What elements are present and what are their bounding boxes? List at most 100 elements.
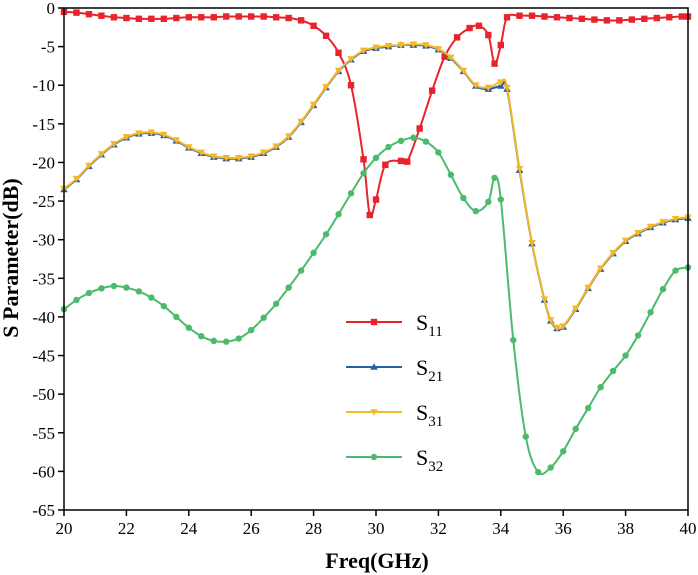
data-point [678,13,685,20]
data-point [234,155,243,162]
data-point [98,12,105,19]
data-point [173,14,180,22]
data-point [297,17,305,24]
x-tick-label: 32 [430,519,447,538]
legend-label: S32 [416,445,443,475]
data-point [659,219,667,226]
data-point [410,134,417,141]
data-point [491,60,498,67]
data-point [260,314,267,321]
data-point [148,294,155,301]
data-point [359,47,368,55]
data-point [322,83,330,91]
data-point [647,309,654,316]
data-point [553,324,561,332]
data-point [123,284,130,291]
data-point [223,338,230,345]
data-point [382,161,389,168]
x-tick-label: 24 [180,519,198,538]
data-point [596,265,605,273]
data-point [173,313,180,321]
data-point [272,143,280,151]
data-point [397,42,405,49]
data-point [584,284,592,292]
data-point [434,46,443,53]
data-point [621,237,630,245]
data-point [475,22,483,29]
data-point [235,13,242,20]
data-point [547,464,554,471]
data-point [578,15,586,23]
data-point [309,101,318,109]
data-point [571,305,580,313]
data-point [535,468,542,476]
data-point [322,231,330,238]
x-tick-label: 40 [680,519,697,538]
data-point [441,53,448,60]
x-tick-label: 22 [118,519,135,538]
data-point [148,15,155,23]
data-point [653,14,660,22]
data-point [222,155,231,162]
y-tick-label: -25 [32,192,55,211]
series-line-s11 [63,10,689,218]
data-point [110,282,118,290]
data-point [516,12,523,19]
data-point [310,22,317,29]
data-point [198,333,205,340]
data-point [285,284,292,291]
data-point [285,14,292,22]
data-point [135,130,143,137]
data-point [409,41,418,49]
x-tick-label: 28 [305,519,322,538]
series-s11 [60,8,692,219]
data-point [135,288,143,295]
y-tick-label: -65 [32,501,55,520]
data-point [646,223,655,231]
data-point [85,289,93,297]
legend-marker [370,363,378,370]
y-tick-label: 0 [47,0,56,18]
x-tick-label: 20 [56,519,73,538]
data-point [540,296,549,303]
data-point [73,296,80,304]
data-point [491,174,498,182]
data-point [322,32,330,40]
y-axis-title: S Parameter(dB) [0,178,23,337]
data-point [360,170,367,177]
data-point [447,54,455,62]
y-tick-label: -45 [32,347,55,366]
data-point [459,67,468,75]
data-point [541,13,548,20]
data-point [497,196,504,203]
x-tick-label: 34 [492,519,510,538]
data-point [122,134,131,141]
data-point [572,425,579,433]
data-point [284,133,293,141]
data-point [484,84,493,92]
data-point [147,129,156,137]
y-tick-label: -10 [32,76,55,95]
data-point [671,216,680,223]
data-point [335,49,342,56]
data-point [347,82,355,89]
plot-frame [63,7,689,511]
data-point [247,153,255,161]
legend-label: S21 [416,355,443,385]
data-point [634,332,642,339]
series-line-s32 [63,136,689,476]
y-tick-label: -20 [32,153,55,172]
data-point [515,165,524,173]
data-point [453,34,461,41]
data-point [160,15,168,23]
data-point [372,196,380,203]
y-tick-label: -30 [32,231,55,250]
data-point [584,404,592,412]
x-tick-label: 36 [555,519,572,538]
data-point [185,324,192,331]
legend-entry-s31: S31 [346,400,443,430]
data-point [447,171,455,179]
legend-marker [370,409,378,416]
data-point [634,229,642,237]
